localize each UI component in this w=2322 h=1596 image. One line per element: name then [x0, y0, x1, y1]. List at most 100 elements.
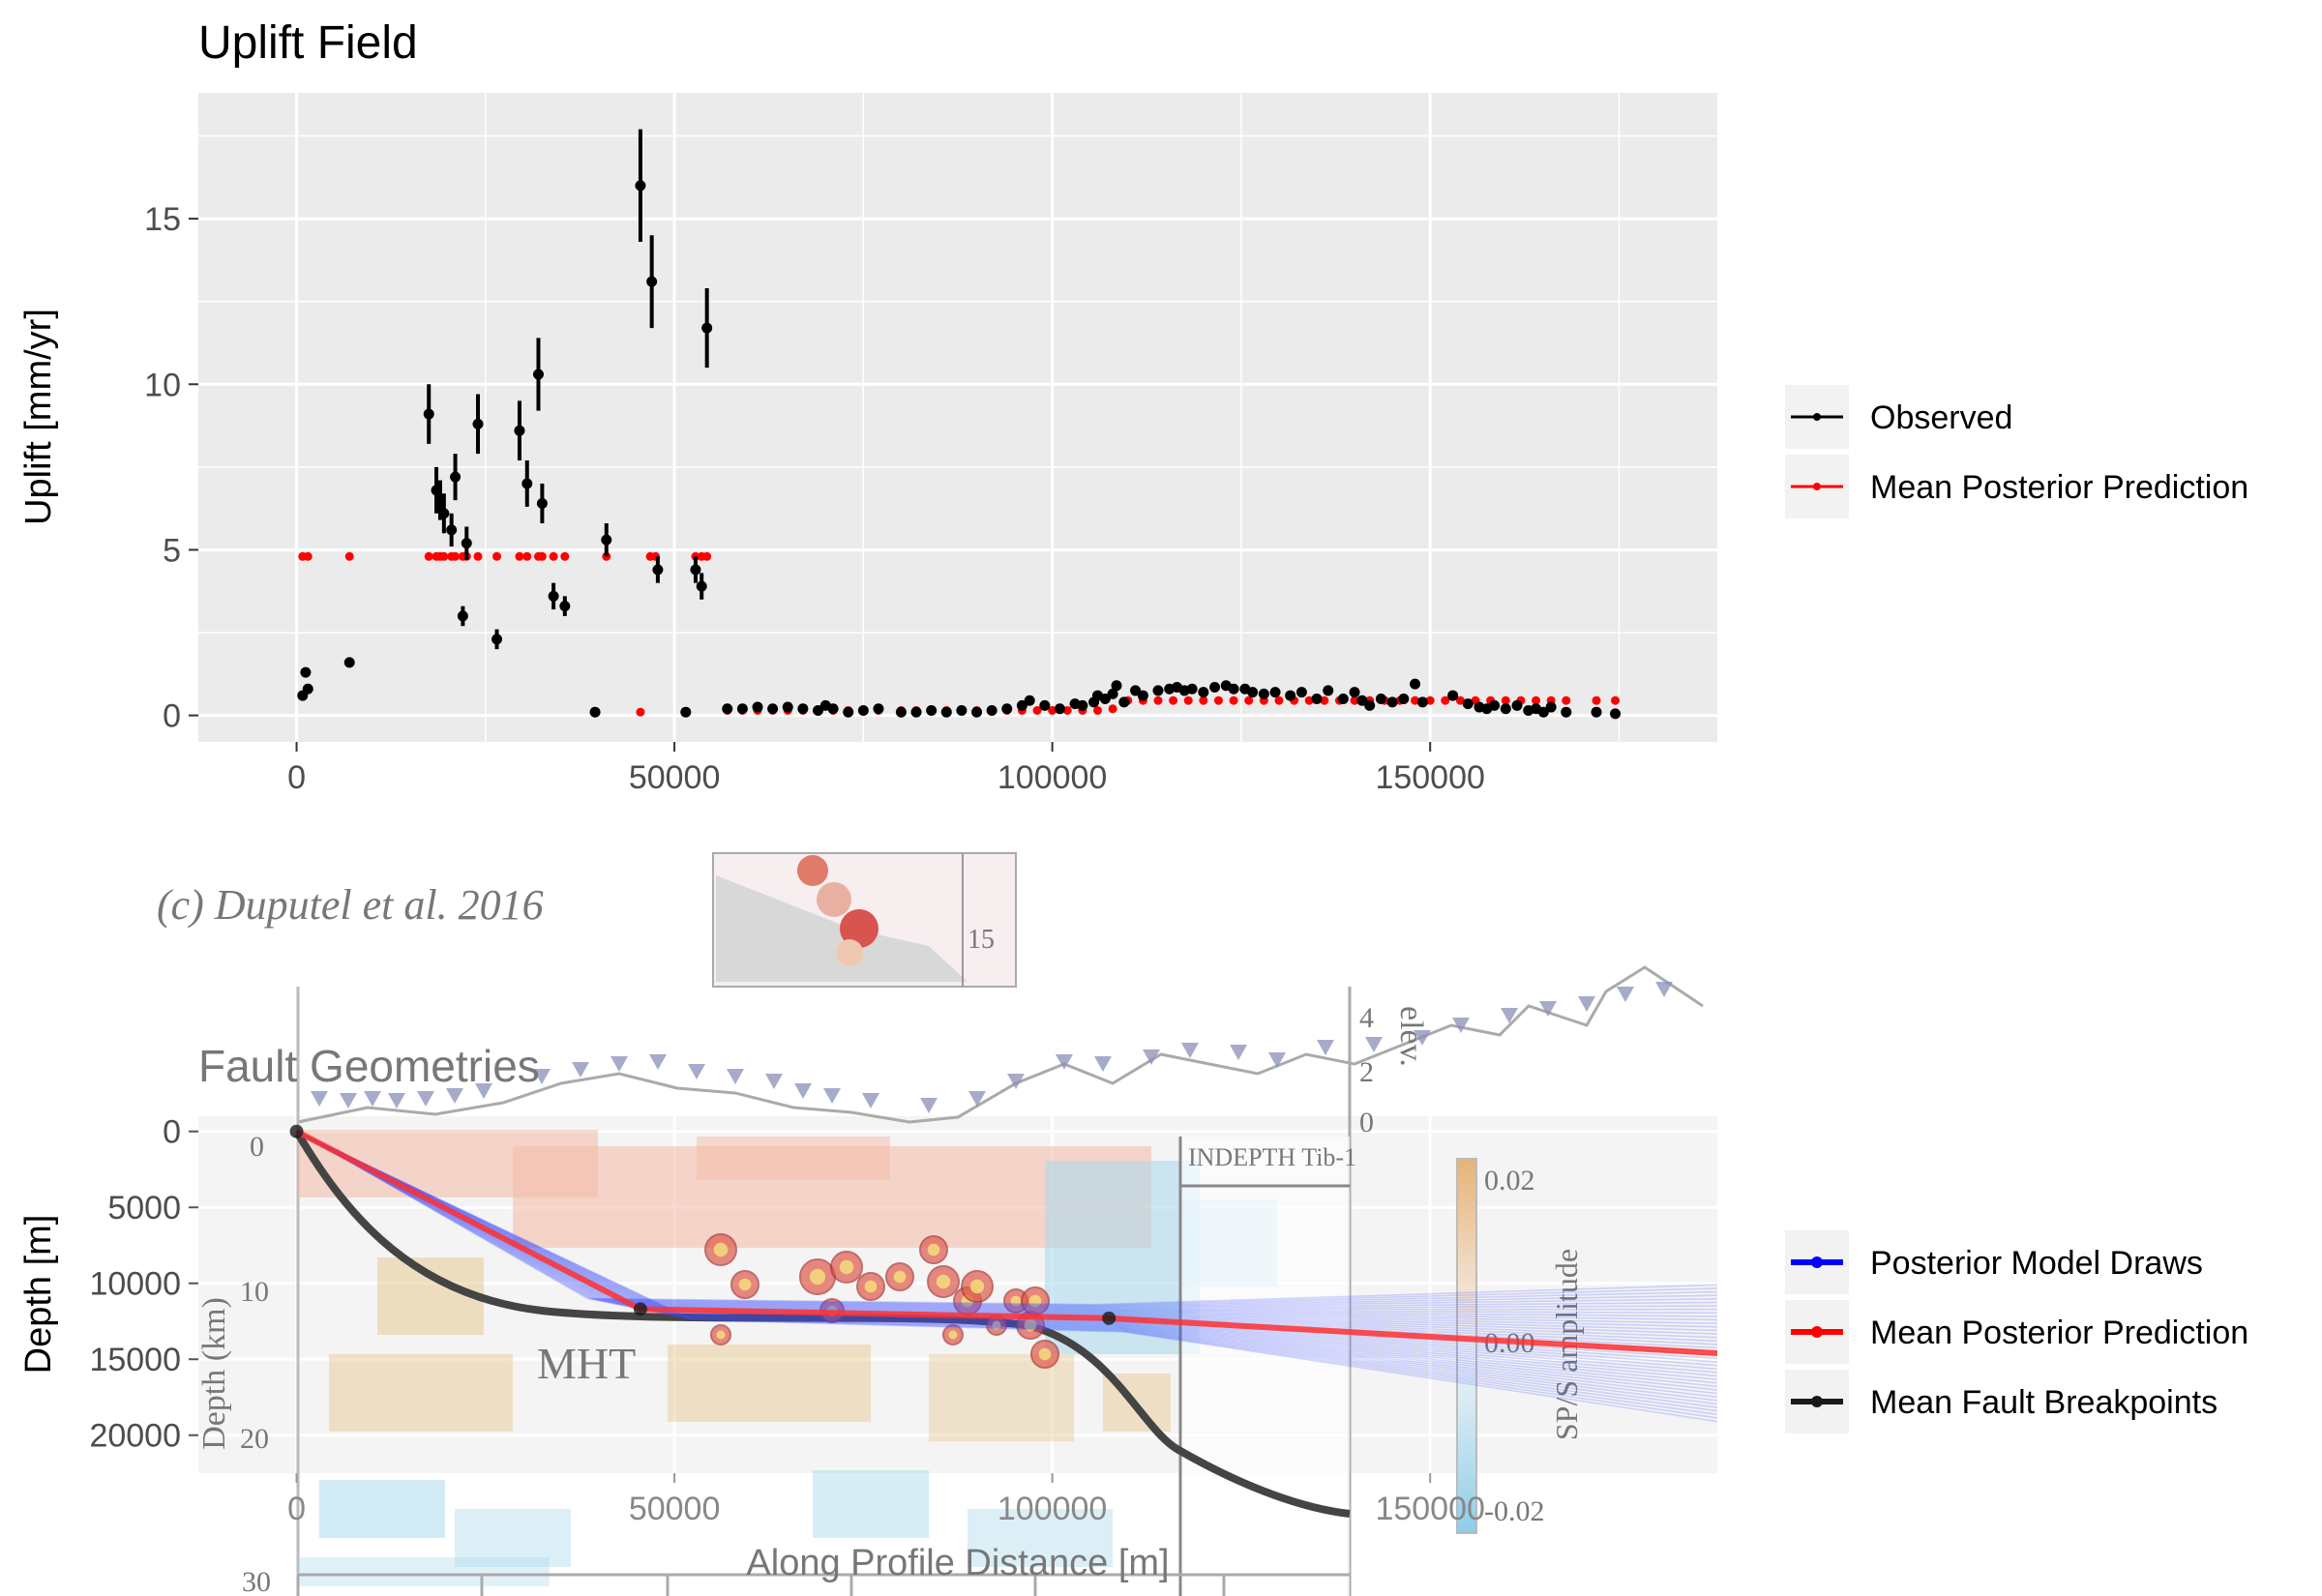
observed-point [1269, 687, 1281, 698]
overlay-elev-label: elev. [1393, 1006, 1429, 1067]
predicted-point [537, 551, 547, 561]
observed-point [1337, 693, 1349, 704]
focal-mechanism-core [1038, 1347, 1052, 1361]
overlay-anomaly [668, 1345, 871, 1422]
overlay-anomaly [298, 1557, 550, 1586]
observed-point [1001, 703, 1013, 715]
predicted-point [424, 551, 433, 561]
breakpoint-marker [1102, 1311, 1116, 1325]
station-triangle [765, 1074, 783, 1089]
observed-point [1511, 699, 1523, 711]
y-tick-label: 10 [144, 367, 181, 403]
y-tick-label: 15 [144, 201, 181, 238]
observed-point [956, 704, 968, 716]
posterior-draw-line [296, 1131, 1717, 1310]
observed-point [1295, 687, 1307, 698]
observed-point [690, 564, 701, 576]
observed-point [1016, 699, 1027, 711]
uplift-chart: Uplift Field 0 50000 100000 150000 0 5 10 15 Up… [18, 17, 2248, 796]
overlay-depth-tick: 10 [240, 1276, 269, 1308]
predicted-point [1611, 695, 1621, 705]
observed-point [514, 425, 525, 436]
predicted-point [1213, 695, 1223, 705]
x-tick-label: 100000 [997, 759, 1107, 796]
overlay-stations [311, 982, 1673, 1113]
observed-point [812, 704, 823, 716]
station-triangle [1230, 1045, 1247, 1060]
reference-figure-overlay: (c) Duputel et al. 2016 15 4 2 0 elev. [157, 852, 1704, 1596]
observed-point [1537, 706, 1549, 718]
overlay-mht-curve [294, 1131, 1351, 1518]
posterior-draw-line [296, 1130, 1717, 1388]
observed-point [446, 524, 458, 536]
observed-point [1364, 699, 1376, 711]
focal-mechanism-core [893, 1270, 907, 1284]
observed-point [680, 706, 692, 718]
inset-mechanism [797, 855, 828, 886]
observed-point [873, 703, 884, 715]
predicted-point [1062, 705, 1072, 715]
observed-point [767, 703, 779, 715]
station-triangle [311, 1091, 328, 1107]
posterior-draw-line [296, 1131, 1717, 1315]
overlay-earthquakes [704, 1233, 1059, 1369]
observed-point [1285, 690, 1296, 701]
overlay-colorbar-tick: 0.02 [1484, 1165, 1535, 1197]
posterior-draw-line [296, 1131, 1717, 1311]
observed-point [438, 508, 450, 519]
posterior-draw-line [296, 1131, 1717, 1310]
observed-point [1258, 688, 1269, 699]
focal-mechanism-core [1024, 1318, 1037, 1332]
legend-label-mean-fault-breakpoints: Mean Fault Breakpoints [1870, 1384, 2218, 1421]
posterior-draw-line [296, 1130, 1717, 1402]
posterior-draw-line [296, 1130, 1717, 1408]
observed-point [1545, 701, 1557, 713]
observed-point [457, 610, 468, 622]
predicted-point [636, 707, 645, 717]
overlay-elev-tick: 2 [1359, 1056, 1374, 1088]
legend-item-mean-posterior-prediction: Mean Posterior Prediction [1785, 1300, 2248, 1364]
posterior-draw-line [296, 1131, 1717, 1307]
observed-point [782, 701, 793, 713]
inset-tick: 15 [968, 925, 995, 955]
observed-point [450, 471, 461, 483]
x-tick-label: 50000 [629, 1491, 721, 1527]
overlay-anomaly [329, 1354, 513, 1432]
observed-point [601, 534, 612, 546]
observed-point [827, 703, 839, 715]
observed-point [1137, 690, 1148, 701]
predicted-point [1093, 705, 1103, 715]
observed-point [548, 590, 559, 602]
fault-chart: (c) Duputel et al. 2016 15 4 2 0 elev. [18, 852, 2248, 1596]
observed-point [843, 706, 854, 718]
overlay-depth-tick: 30 [242, 1566, 271, 1596]
station-triangle [572, 1062, 589, 1078]
observed-point [652, 564, 664, 576]
predicted-point [1153, 695, 1163, 705]
observed-point [910, 706, 922, 718]
observed-point [532, 369, 544, 380]
legend-item-mean-posterior-prediction: Mean Posterior Prediction [1785, 455, 2248, 518]
observed-point [1398, 693, 1410, 704]
overlay-depth-tick: 0 [250, 1131, 264, 1163]
predicted-point [560, 551, 570, 561]
posterior-draw-line [296, 1130, 1717, 1384]
station-triangle [446, 1088, 463, 1104]
x-tick-label: 150000 [1375, 759, 1484, 796]
observed-point [1500, 703, 1511, 715]
predicted-point [344, 551, 354, 561]
legend-item-mean-fault-breakpoints: Mean Fault Breakpoints [1785, 1370, 2218, 1433]
station-triangle [968, 1091, 986, 1107]
observed-point [1077, 699, 1088, 711]
posterior-draw-line [296, 1131, 1717, 1307]
focal-mechanism-core [713, 1242, 729, 1257]
y-tick-label: 15000 [89, 1342, 181, 1378]
station-triangle [388, 1093, 405, 1108]
predicted-point [702, 551, 712, 561]
observed-point [895, 706, 907, 718]
predicted-point [1048, 705, 1057, 715]
y-tick-label: 20000 [89, 1418, 181, 1455]
observed-point [646, 276, 658, 287]
observed-point [1111, 680, 1122, 692]
station-triangle [1317, 1040, 1334, 1055]
